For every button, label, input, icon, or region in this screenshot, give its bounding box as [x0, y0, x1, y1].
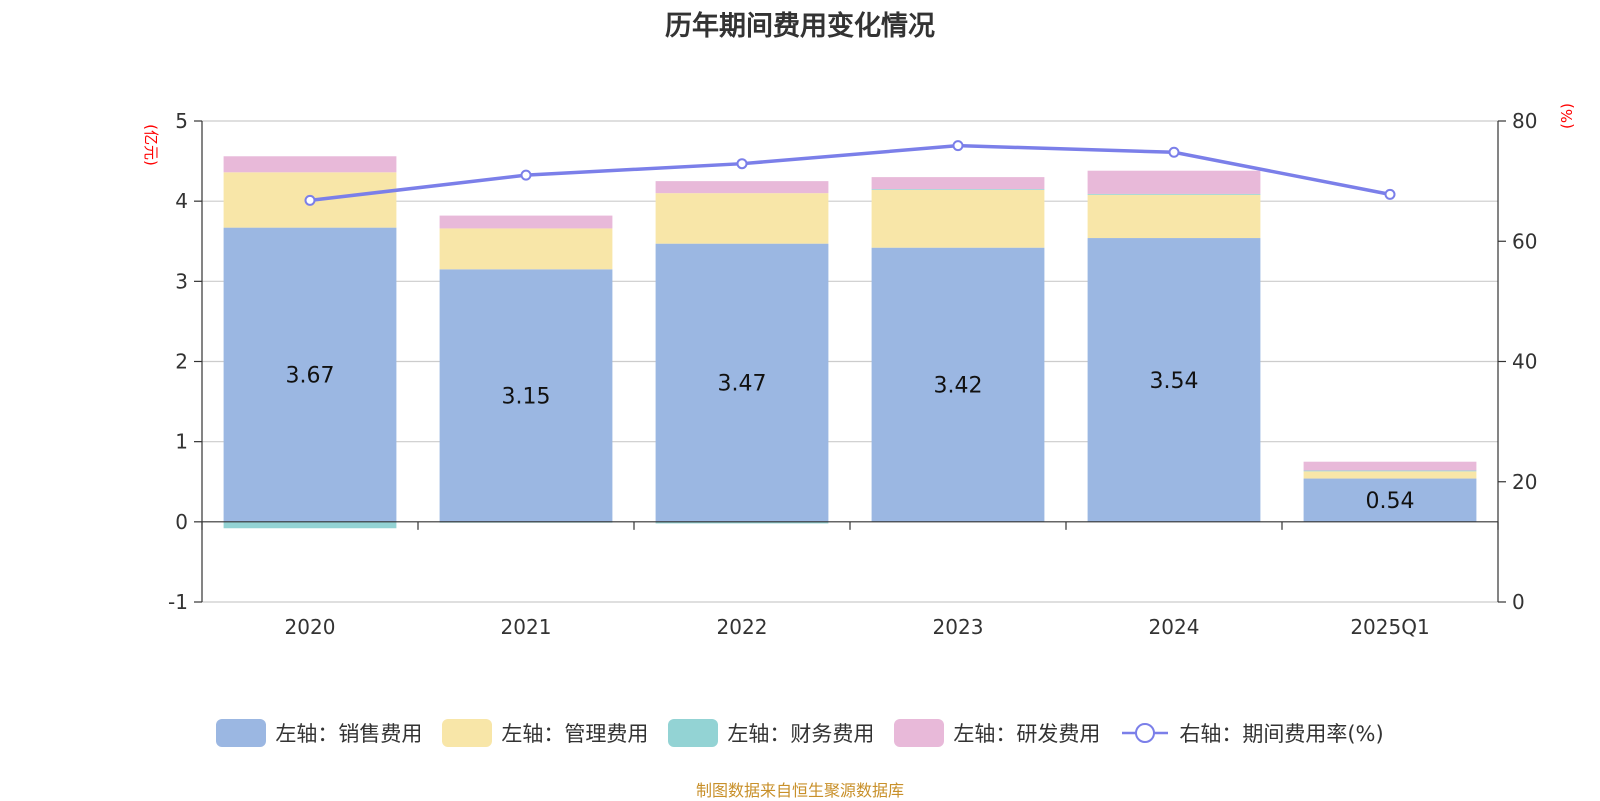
- left-tick-label: 0: [175, 510, 188, 534]
- legend-swatch-sales: [216, 719, 267, 747]
- bar-segment: [655, 243, 829, 522]
- bar-segment: [1303, 461, 1477, 471]
- bar-segment: [1087, 238, 1261, 522]
- left-tick-label: 5: [175, 109, 188, 133]
- bar-segment: [223, 156, 397, 173]
- bar-value-label: 3.15: [502, 385, 551, 410]
- bar-segment: [1087, 170, 1261, 194]
- rate-point: [304, 194, 316, 206]
- left-tick-label: -1: [168, 590, 188, 614]
- rate-line: [309, 143, 1391, 203]
- legend-item-sales[interactable]: 左轴：销售费用: [216, 718, 422, 748]
- bar-segment: [223, 521, 397, 529]
- axes: -1 0 1 2 3 4 5 0 20 40 60 80 2020 2021 2022 2023 2024 202…: [168, 109, 1537, 639]
- chart-title: 历年期间费用变化情况: [665, 11, 935, 42]
- left-tick-label: 4: [175, 189, 188, 213]
- bar-segment: [871, 189, 1045, 248]
- bar-value-label: 3.54: [1150, 369, 1199, 394]
- right-tick-label: 20: [1512, 470, 1537, 494]
- legend-line-circle-icon: [1122, 723, 1169, 743]
- bar-value-label: 3.67: [286, 364, 335, 389]
- bar-segment: [1087, 193, 1261, 195]
- source-note: 制图数据来自恒生聚源数据库: [695, 781, 904, 800]
- left-tick-label: 2: [175, 350, 188, 374]
- bar-segment: [655, 181, 829, 194]
- rate-point: [520, 169, 532, 181]
- left-axis-unit: (亿元): [142, 124, 160, 166]
- left-tick-label: 3: [175, 269, 188, 293]
- bar-segment: [439, 215, 613, 229]
- bar-value-label: 0.54: [1366, 489, 1415, 514]
- legend-label-rate: 右轴：期间费用率(%): [1179, 722, 1384, 746]
- x-tick-label: 2025Q1: [1350, 615, 1429, 639]
- x-tick-label: 2022: [717, 615, 768, 639]
- bar-segment: [223, 227, 397, 522]
- bar-segment: [1303, 478, 1477, 522]
- legend-label-sales: 左轴：销售费用: [275, 722, 423, 746]
- right-tick-label: 40: [1512, 350, 1537, 374]
- right-tick-label: 80: [1512, 109, 1537, 133]
- labels: 3.67 3.15 3.47 3.42 3.54 0.54: [286, 364, 1415, 514]
- legend-item-admin[interactable]: 左轴：管理费用: [442, 718, 648, 748]
- legend-swatch-rnd: [894, 719, 945, 747]
- legend: 左轴：销售费用 左轴：管理费用 左轴：财务费用 左轴：研发费用 右轴：期间费用率…: [0, 718, 1600, 748]
- bar-segment: [439, 228, 613, 270]
- bar-value-label: 3.47: [718, 372, 767, 397]
- legend-swatch-admin: [442, 719, 493, 747]
- rate-point: [736, 158, 748, 170]
- legend-item-rnd[interactable]: 左轴：研发费用: [894, 718, 1100, 748]
- rate-point: [1168, 146, 1180, 158]
- bar-segment: [655, 193, 829, 244]
- right-axis-unit: (%): [1558, 103, 1576, 129]
- bar-segment: [439, 269, 613, 522]
- legend-label-finance: 左轴：财务费用: [727, 722, 875, 746]
- bar-value-label: 3.42: [934, 374, 983, 399]
- legend-label-admin: 左轴：管理费用: [501, 722, 649, 746]
- bar-segment: [871, 247, 1045, 522]
- legend-swatch-finance: [668, 719, 719, 747]
- x-tick-label: 2023: [933, 615, 984, 639]
- x-tick-label: 2020: [285, 615, 336, 639]
- bar-segment: [1303, 470, 1477, 472]
- bar-segment: [871, 189, 1045, 190]
- bars: [223, 156, 1477, 529]
- right-tick-label: 60: [1512, 229, 1537, 253]
- rate-line-group: [304, 140, 1396, 206]
- legend-item-rate[interactable]: 右轴：期间费用率(%): [1120, 718, 1384, 748]
- legend-label-rnd: 左轴：研发费用: [953, 722, 1101, 746]
- bar-segment: [1303, 471, 1477, 479]
- legend-item-finance[interactable]: 左轴：财务费用: [668, 718, 874, 748]
- left-tick-label: 1: [175, 430, 188, 454]
- gridlines: [202, 120, 1498, 603]
- bar-segment: [1087, 194, 1261, 239]
- right-tick-label: 0: [1512, 590, 1525, 614]
- x-tick-label: 2024: [1149, 615, 1200, 639]
- rate-point: [952, 140, 964, 152]
- x-tick-label: 2021: [501, 615, 552, 639]
- rate-point: [1384, 188, 1396, 200]
- bar-segment: [871, 177, 1045, 190]
- bar-segment: [655, 521, 829, 524]
